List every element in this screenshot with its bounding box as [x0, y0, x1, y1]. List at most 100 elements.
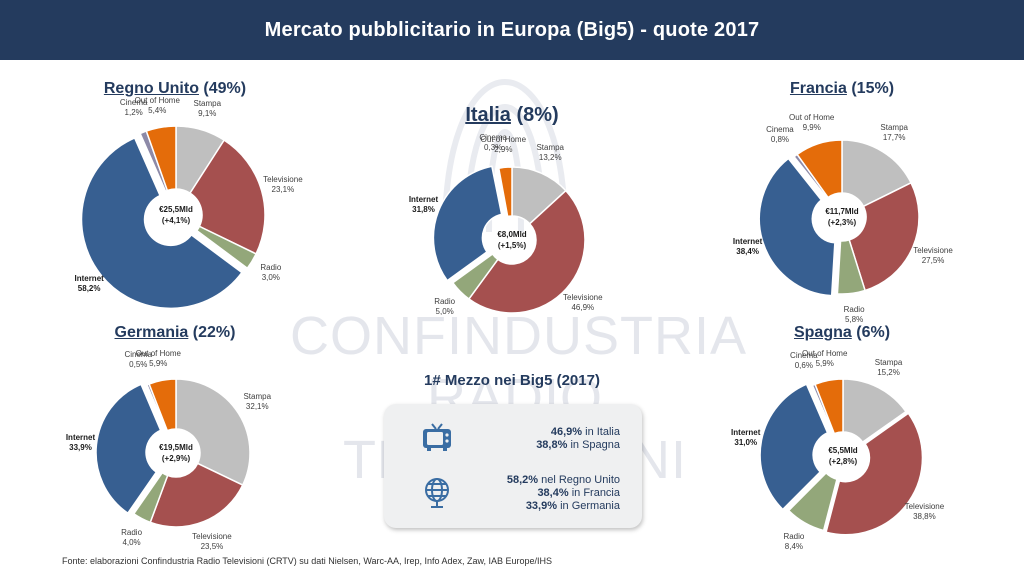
slice-value: 0,5%	[129, 360, 148, 370]
center-growth: (+2,8%)	[828, 457, 858, 466]
pie-chart-spagna: Spagna (6%) Stampa 15,2% Televisione 38,8% R…	[712, 322, 972, 562]
donut-center-total: €25,5Mld (+4,1%)	[136, 204, 216, 226]
slice-category: Cinema	[766, 124, 794, 134]
slice-category: Stampa	[880, 122, 908, 132]
slice-label-stampa: Stampa 9,1%	[172, 99, 242, 119]
chart-country: Francia	[789, 80, 847, 97]
slice-value: 58,2%	[77, 284, 101, 294]
internet-value-uk: 58,2%	[506, 474, 539, 486]
donut-svg	[758, 139, 920, 297]
chart-title: Italia (8%)	[382, 104, 642, 127]
slice-internet	[95, 383, 162, 515]
slice-label-out-of-home: Out of Home 5,9%	[123, 349, 193, 369]
slice-label-cinema: Cinema 1,2%	[99, 98, 169, 118]
slice-category: Internet	[65, 433, 96, 443]
chart-country: Regno Unito	[103, 80, 199, 97]
center-amount: €11,7Mld	[825, 207, 859, 216]
center-growth: (+2,9%)	[161, 454, 191, 463]
slice-category: Televisione	[904, 502, 945, 512]
slice-value: 5,8%	[844, 315, 864, 325]
center-amount: €19,5Mld	[159, 443, 193, 452]
donut-center-total: €19,5Mld (+2,9%)	[136, 442, 216, 464]
center-growth: (+1,5%)	[497, 241, 527, 250]
slice-value: 5,9%	[149, 358, 168, 368]
slice-radio	[132, 471, 169, 524]
pie-chart-francia: Francia (15%) Stampa 17,7% Televisione 27,5…	[712, 78, 972, 324]
slice-stampa	[175, 378, 251, 487]
donut-svg	[80, 125, 266, 310]
slice-label-radio: Radio 5,0%	[410, 297, 480, 317]
slice-label-televisione: Televisione 27,5%	[898, 246, 968, 266]
center-amount: €8,0Mld	[497, 230, 527, 239]
donut-svg	[759, 378, 924, 536]
internet-text-germania: in Germania	[557, 500, 620, 512]
internet-value-francia: 38,4%	[537, 487, 569, 499]
slice-value: 23,1%	[271, 185, 295, 195]
slice-label-televisione: Televisione 38,8%	[889, 502, 959, 522]
chart-title: Francia (15%)	[712, 80, 972, 98]
chart-title: Germania (22%)	[45, 324, 305, 342]
slice-value: 17,7%	[882, 132, 906, 142]
slice-televisione	[467, 189, 586, 314]
slice-category: Internet	[74, 274, 104, 284]
slice-label-radio: Radio 4,0%	[97, 528, 167, 548]
slice-label-radio: Radio 3,0%	[236, 263, 306, 283]
tv-value-italia: 46,9%	[550, 426, 583, 438]
slice-category: Televisione	[913, 245, 953, 255]
slice-category: Stampa	[193, 98, 222, 108]
slice-value: 5,0%	[435, 307, 454, 317]
slice-internet	[759, 383, 829, 511]
slice-value: 31,8%	[412, 205, 435, 215]
slice-category: Out of Home	[789, 112, 835, 122]
slice-internet	[758, 157, 836, 297]
slice-stampa	[842, 378, 907, 444]
slice-value: 38,8%	[913, 512, 936, 522]
slice-category: Radio	[260, 262, 282, 272]
slice-label-internet: Internet 58,2%	[54, 274, 124, 294]
slice-category: Stampa	[536, 143, 565, 153]
center-growth: (+4,1%)	[161, 216, 191, 225]
slice-label-cinema: Cinema 0,3%	[458, 133, 528, 153]
slice-radio	[195, 225, 258, 270]
slice-label-stampa: Stampa 17,7%	[859, 123, 929, 143]
slice-value: 4,0%	[122, 538, 141, 548]
slice-value: 15,2%	[877, 368, 900, 378]
slice-category: Televisione	[263, 175, 303, 185]
slice-category: Cinema	[119, 98, 148, 108]
pie-chart-regno-unito: Regno Unito (49%) Stampa 9,1% Televisione 2…	[45, 78, 305, 318]
center-growth: (+2,3%)	[827, 218, 857, 227]
donut-center-total: €8,0Mld (+1,5%)	[472, 229, 552, 251]
slice-label-internet: Internet 33,9%	[46, 433, 116, 453]
slice-value: 5,9%	[815, 358, 834, 368]
chart-title: Regno Unito (49%)	[45, 80, 305, 98]
slice-category: Internet	[731, 427, 761, 437]
slice-label-cinema: Cinema 0,6%	[769, 351, 839, 371]
slice-radio	[451, 253, 499, 300]
summary-title: 1# Mezzo nei Big5 (2017)	[424, 372, 600, 389]
slice-out-of-home	[497, 166, 513, 218]
slice-label-out-of-home: Out of Home 5,4%	[122, 96, 192, 116]
slide-header: Mercato pubblicitario in Europa (Big5) -…	[0, 0, 1024, 60]
chart-share: (15%)	[851, 80, 895, 97]
chart-share: (6%)	[856, 324, 891, 341]
center-amount: €5,5Mld	[828, 446, 858, 455]
slice-label-internet: Internet 31,0%	[711, 428, 781, 448]
slice-label-radio: Radio 5,8%	[819, 305, 889, 325]
slice-value: 1,2%	[124, 108, 143, 118]
tv-icon	[423, 423, 451, 451]
slice-label-out-of-home: Out of Home 5,9%	[790, 349, 860, 369]
slice-category: Televisione	[563, 293, 603, 303]
slice-value: 0,8%	[770, 134, 790, 144]
slice-category: Out of Home	[802, 348, 848, 358]
slice-out-of-home	[145, 125, 177, 192]
slice-category: Radio	[783, 531, 805, 541]
slice-label-radio: Radio 8,4%	[759, 532, 829, 552]
slice-value: 23,5%	[200, 542, 224, 552]
slice-out-of-home	[148, 378, 177, 432]
tv-value-spagna: 38,8%	[536, 439, 568, 451]
slice-value: 9,9%	[802, 122, 821, 132]
slice-label-out-of-home: Out of Home 2,9%	[468, 135, 538, 155]
slice-value: 0,3%	[484, 142, 503, 152]
slice-value: 5,4%	[148, 105, 167, 115]
slice-value: 9,1%	[198, 108, 217, 118]
